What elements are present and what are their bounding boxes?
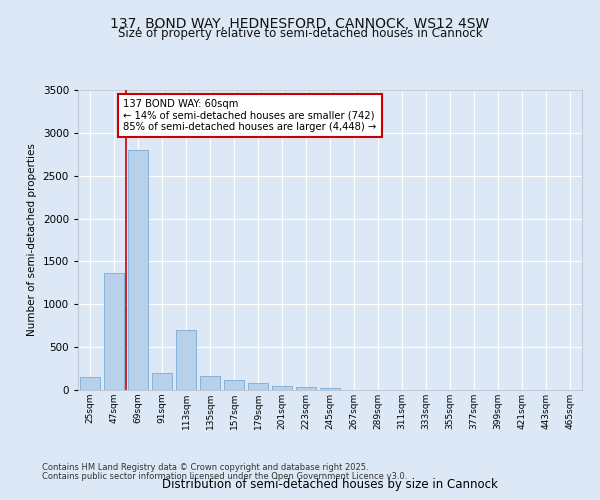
Text: 137, BOND WAY, HEDNESFORD, CANNOCK, WS12 4SW: 137, BOND WAY, HEDNESFORD, CANNOCK, WS12… [110,18,490,32]
Text: Size of property relative to semi-detached houses in Cannock: Size of property relative to semi-detach… [118,28,482,40]
Bar [152,373,172,390]
Text: Contains HM Land Registry data © Crown copyright and database right 2025.: Contains HM Land Registry data © Crown c… [42,464,368,472]
Text: Contains public sector information licensed under the Open Government Licence v3: Contains public sector information licen… [42,472,407,481]
Bar [272,386,292,390]
Bar [104,272,124,390]
Y-axis label: Number of semi-detached properties: Number of semi-detached properties [27,144,37,336]
Bar [80,377,100,390]
X-axis label: Distribution of semi-detached houses by size in Cannock: Distribution of semi-detached houses by … [162,478,498,491]
Bar [200,376,220,390]
Bar [296,388,316,390]
Text: 137 BOND WAY: 60sqm
← 14% of semi-detached houses are smaller (742)
85% of semi-: 137 BOND WAY: 60sqm ← 14% of semi-detach… [124,99,377,132]
Bar [248,383,268,390]
Bar [320,388,340,390]
Bar [176,330,196,390]
Bar [128,150,148,390]
Bar [224,380,244,390]
